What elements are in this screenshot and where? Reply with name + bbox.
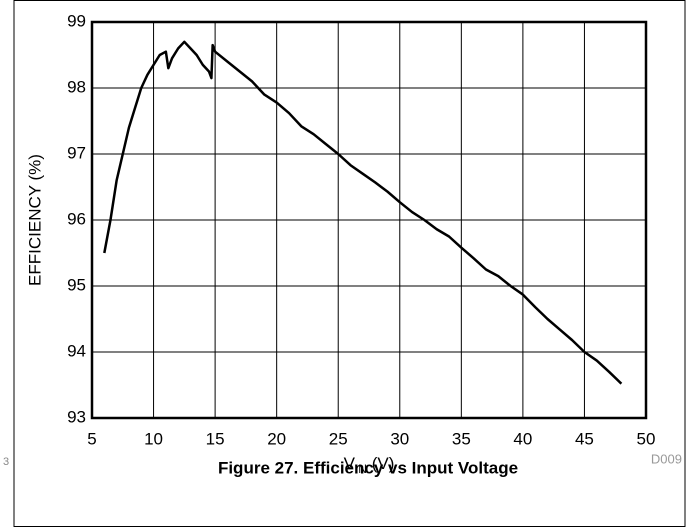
x-label-main: V xyxy=(344,454,356,473)
caption: Figure 27. Efficiency vs Input Voltage xyxy=(218,458,518,477)
x-tick-label: 50 xyxy=(637,429,656,448)
edge-text: 3 xyxy=(3,456,9,468)
y-tick-label: 94 xyxy=(67,341,86,360)
x-label-sub: IN xyxy=(355,462,367,476)
x-label-unit: (V) xyxy=(367,454,394,473)
plot-border xyxy=(90,20,648,420)
y-tick-label: 96 xyxy=(67,209,86,228)
x-tick-label: 35 xyxy=(452,429,471,448)
x-tick-label: 10 xyxy=(144,429,163,448)
y-tick-label: 97 xyxy=(67,143,86,162)
x-tick-label: 25 xyxy=(329,429,348,448)
data-line xyxy=(103,40,623,385)
figure-code: D009 xyxy=(651,451,682,466)
y-axis-label: EFFICIENCY (%) xyxy=(25,154,44,286)
x-tick-label: 5 xyxy=(87,429,96,448)
y-tick-label: 95 xyxy=(67,275,86,294)
y-tick-label: 93 xyxy=(67,407,86,426)
x-tick-label: 20 xyxy=(267,429,286,448)
x-axis-label: VIN (V) xyxy=(344,454,395,476)
x-tick-label: 15 xyxy=(206,429,225,448)
y-tick-label: 98 xyxy=(67,77,86,96)
x-tick-label: 45 xyxy=(575,429,594,448)
y-tick-label: 99 xyxy=(67,11,86,30)
x-tick-label: 40 xyxy=(513,429,532,448)
x-tick-label: 30 xyxy=(390,429,409,448)
